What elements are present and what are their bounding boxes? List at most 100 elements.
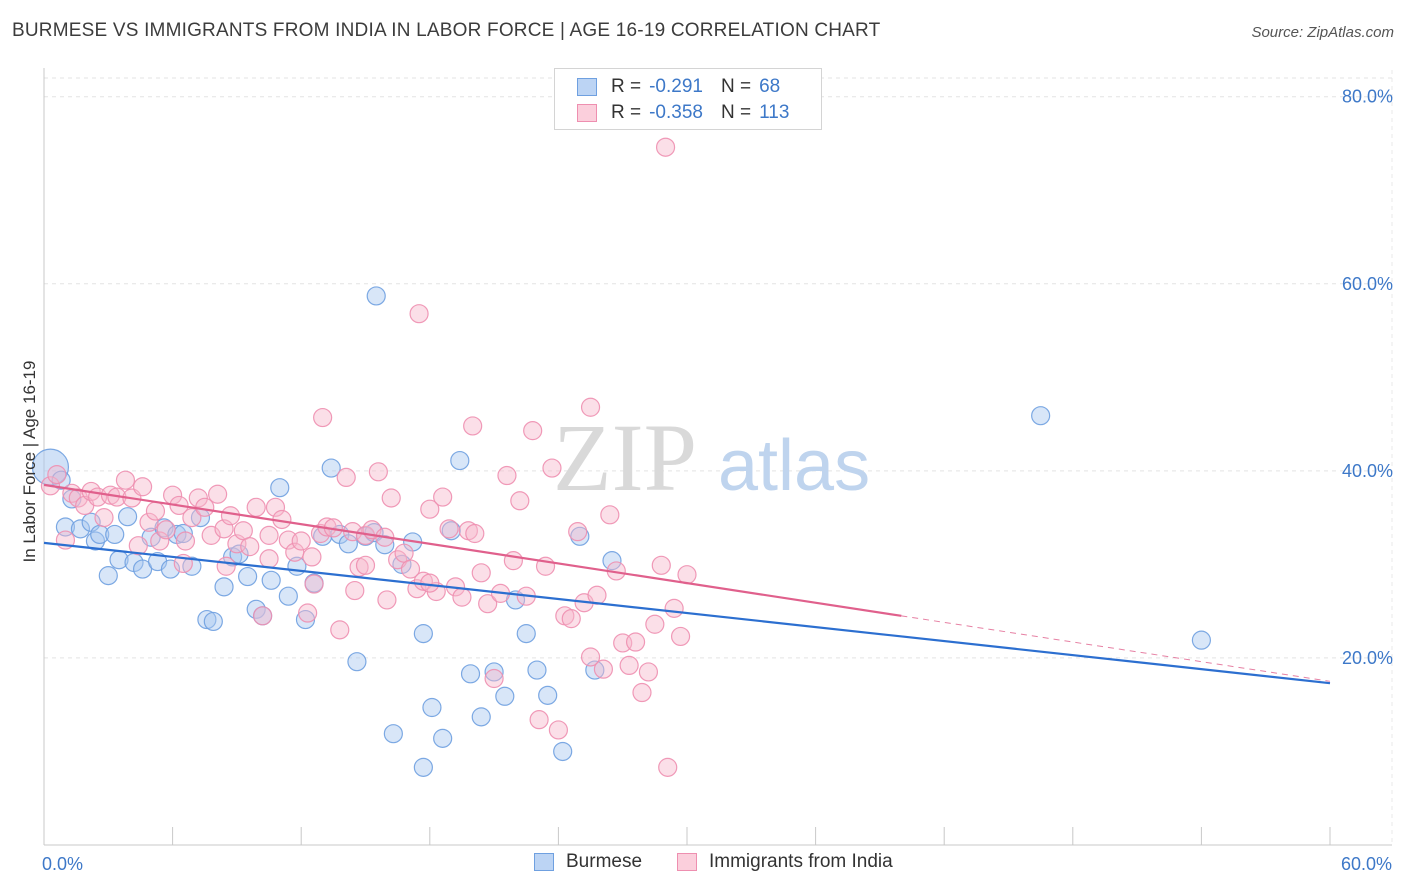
y-tick-label: 20.0% [1342, 648, 1393, 668]
y-axis-title: In Labor Force | Age 16-19 [20, 361, 39, 563]
legend-n-value: 113 [759, 102, 790, 123]
india-point [655, 137, 676, 157]
x-tick-max: 60.0% [1341, 854, 1392, 874]
india-point [128, 536, 148, 556]
burmese-point [413, 624, 433, 644]
burmese-point [495, 686, 515, 706]
burmese-point [261, 570, 281, 590]
india-point [503, 551, 523, 571]
bottom-legend-swatch-india [677, 853, 697, 871]
india-point [246, 497, 266, 517]
india-point [302, 547, 322, 567]
india-point [632, 682, 652, 703]
burmese-point [375, 535, 395, 555]
india-point [497, 465, 517, 486]
india-point [561, 609, 581, 629]
india-point [394, 543, 414, 563]
burmese-point [197, 609, 217, 630]
burmese-point [55, 517, 76, 537]
grid-lines [44, 70, 1393, 845]
india-point [188, 488, 208, 508]
burmese-point [321, 458, 341, 478]
legend-n-label: N = [720, 102, 752, 123]
watermark-atlas: atlas [718, 426, 870, 506]
watermark: ZIP atlas [553, 404, 870, 511]
burmese-point [203, 611, 223, 632]
bottom-legend-burmese[interactable]: Burmese [534, 851, 642, 873]
trend-lines [43, 483, 1331, 685]
india-trend-extension [901, 615, 1331, 682]
source-label: Source: ZipAtlas.com [1251, 24, 1394, 41]
watermark-zip: ZIP [553, 404, 697, 511]
bottom-legend-label-india: Immigrants from India [709, 851, 893, 872]
india-point [471, 563, 491, 583]
india-point [377, 590, 397, 610]
india-point [478, 594, 498, 614]
india-point [670, 626, 691, 647]
legend-n-label: N = [720, 76, 752, 97]
legend-n-value: 68 [759, 76, 781, 97]
burmese-point [433, 728, 453, 748]
india-point [658, 757, 678, 777]
legend-r-label: R = [611, 102, 642, 123]
india-point [253, 606, 273, 626]
bottom-legend-swatch-burmese [534, 853, 554, 871]
india-point [510, 491, 530, 511]
india-trend-line [43, 483, 902, 617]
india-point [265, 497, 286, 517]
india-point [345, 580, 365, 601]
india-point [291, 531, 311, 551]
india-point [568, 522, 588, 542]
legend-row-burmese: R = -0.291 N = 68 [577, 74, 780, 100]
india-point [259, 549, 279, 569]
burmese-point [338, 534, 358, 554]
bottom-legend-label-burmese: Burmese [566, 851, 643, 872]
india-point [651, 555, 671, 575]
burmese-point [117, 507, 138, 527]
burmese-points [31, 286, 1212, 777]
india-point [304, 574, 324, 594]
india-point [139, 512, 159, 532]
india-point [664, 598, 684, 618]
india-point [182, 508, 202, 528]
x-tick-min: 0.0% [42, 854, 83, 874]
india-point [523, 421, 543, 441]
burmese-point [450, 450, 470, 471]
burmese-point [1191, 630, 1212, 650]
india-point [529, 710, 549, 730]
india-point [240, 537, 260, 557]
burmese-point [98, 566, 118, 586]
burmese-point [366, 286, 386, 306]
burmese-point [460, 664, 481, 684]
india-point [216, 556, 236, 576]
india-point [409, 304, 429, 324]
india-point [47, 464, 67, 485]
burmese-point [105, 524, 125, 545]
india-point [355, 555, 376, 575]
india-point [313, 407, 333, 428]
burmese-point [527, 660, 547, 680]
india-point [156, 520, 176, 540]
y-tick-labels: 20.0% 40.0% 60.0% 80.0% [1342, 87, 1393, 668]
burmese-point [538, 685, 558, 705]
india-point [619, 655, 639, 676]
india-point [452, 587, 472, 607]
india-point [677, 565, 697, 585]
burmese-point [516, 624, 536, 644]
india-point [548, 720, 569, 740]
bottom-legend-india[interactable]: Immigrants from India [677, 851, 893, 873]
legend-r-value: -0.358 [649, 102, 703, 123]
india-point [465, 523, 485, 544]
india-point [625, 632, 646, 652]
india-point [433, 487, 453, 507]
burmese-point [422, 697, 442, 718]
burmese-point [553, 741, 573, 762]
india-point [368, 462, 388, 482]
india-point [400, 559, 421, 579]
india-point [580, 397, 601, 417]
india-point [175, 531, 196, 551]
india-point [439, 519, 459, 539]
india-point [542, 458, 562, 478]
india-point [420, 573, 440, 593]
